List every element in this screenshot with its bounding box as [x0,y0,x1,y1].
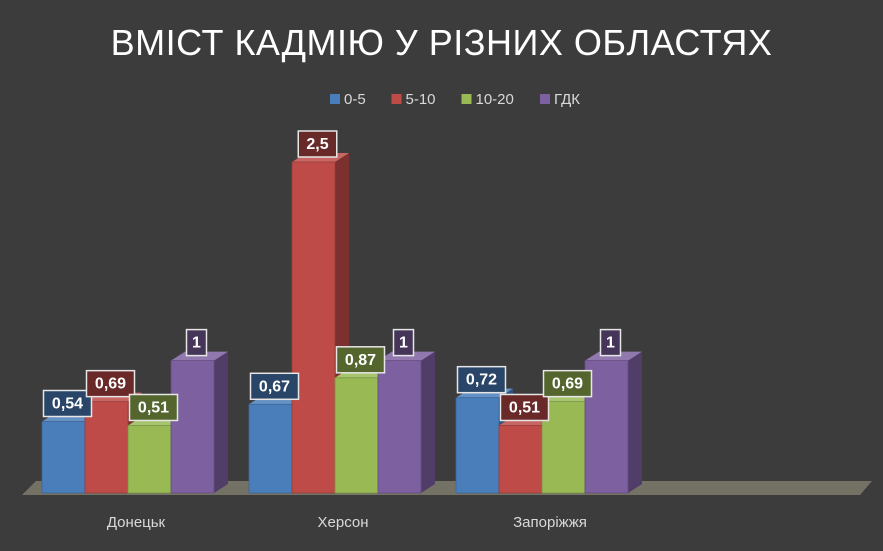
data-label-text: 0,69 [552,376,583,393]
bar-front [170,360,215,494]
data-label-box [249,372,300,401]
data-label-0-3: 1 [185,328,208,357]
bar-front [498,425,543,494]
legend-swatch-0 [330,94,340,104]
category-label-1: Херсон [318,514,369,531]
legend-label-1: 5-10 [406,91,436,108]
data-label-0-2: 0,51 [128,393,179,422]
data-label-text: 0,72 [466,372,497,389]
data-labels: 0,54 0,69 0,51 1 0,67 2,5 0,87 1 0,72 0,51 0,69 1 [42,130,622,422]
data-label-text: 0,51 [509,399,540,416]
legend-swatch-2 [461,94,472,104]
data-label-text: 0,69 [95,376,126,393]
category-label-0: Донецьк [107,514,166,531]
data-label-1-3: 1 [392,328,415,357]
legend-label-0: 0-5 [344,91,366,108]
data-label-1-0: 0,67 [249,372,300,401]
data-label-box [599,328,622,357]
legend: 0-5 5-10 10-20 ГДК [330,91,580,108]
chart-floor [22,481,872,495]
data-label-text: 0,51 [138,399,169,416]
data-label-box [499,393,550,422]
bar-side [214,351,228,493]
data-label-text: 2,5 [306,136,328,153]
data-label-box [392,328,415,357]
data-label-0-0: 0,54 [42,389,93,418]
data-label-box [85,369,136,398]
data-label-box [335,346,386,374]
bar-2-3 [584,351,642,494]
legend-swatch-3 [540,94,550,104]
bar-front [455,397,500,494]
data-label-box [297,130,338,158]
data-label-box [542,369,593,398]
data-label-2-2: 0,69 [542,369,593,398]
data-label-text: 0,67 [259,378,290,395]
legend-label-3: ГДК [554,91,580,108]
data-label-2-1: 0,51 [499,393,550,422]
bar-side [628,351,642,493]
category-label-2: Запоріжжя [513,514,587,531]
bar-front [377,360,422,494]
chart-title: ВМІСТ КАДМІЮ У РІЗНИХ ОБЛАСТЯХ [110,22,773,63]
data-label-2-0: 0,72 [456,365,507,394]
legend-label-2: 10-20 [476,91,514,108]
data-label-box [185,328,208,357]
bar-1-3 [377,351,435,494]
bar-front [291,161,336,494]
data-label-0-1: 0,69 [85,369,136,398]
bar-front [41,421,86,494]
bar-side [421,351,435,493]
data-label-box [128,393,179,422]
data-label-1-1: 2,5 [297,130,338,158]
legend-swatch-1 [391,94,402,104]
bar-front [334,377,379,494]
data-label-text: 1 [606,335,615,352]
data-label-box [456,365,507,394]
bar-0-3 [170,351,228,494]
bar-front [248,403,293,494]
data-label-text: 0,54 [52,396,83,413]
data-label-text: 1 [399,335,408,352]
bar-front [127,425,172,494]
data-label-text: 0,87 [345,352,376,369]
data-label-box [42,389,93,418]
data-label-1-2: 0,87 [335,346,386,374]
data-label-2-3: 1 [599,328,622,357]
data-label-text: 1 [192,335,201,352]
